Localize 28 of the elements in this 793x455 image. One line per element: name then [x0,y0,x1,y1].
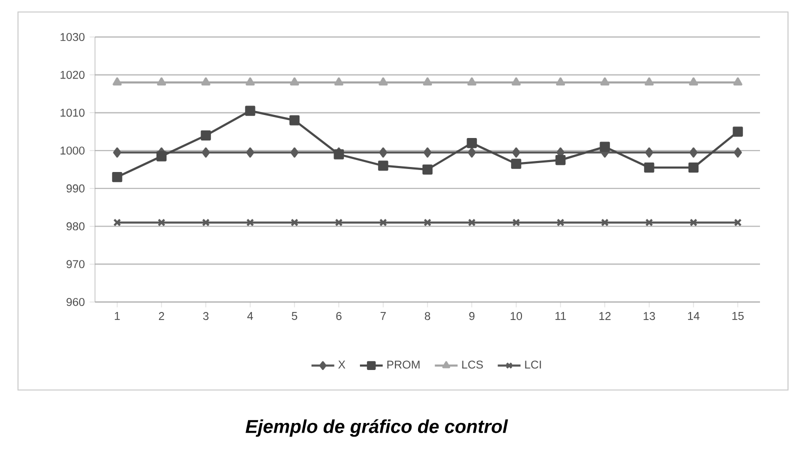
x-tick-label: 11 [555,312,566,320]
x-tick-label: 10 [510,312,522,320]
x-tick-label: 13 [644,312,655,320]
legend-label: PROM [387,360,420,369]
x-tick-label: 1 [114,312,120,320]
y-tick-label: 990 [66,184,85,192]
y-tick-label: 970 [66,260,85,268]
x-tick-label: 6 [336,312,342,320]
y-tick-label: 960 [66,298,85,306]
x-tick-label: 2 [158,312,164,320]
legend-label: X [338,360,346,368]
y-tick-label: 1010 [60,108,85,117]
x-tick-label: 4 [247,312,253,320]
legend-label: LCS [462,360,483,369]
y-tick-label: 980 [66,222,85,230]
x-tick-label: 9 [469,312,474,320]
x-tick-label: 12 [599,312,611,320]
y-tick-label: 1000 [60,146,85,155]
y-tick-label: 1020 [60,70,85,79]
x-tick-label: 15 [732,312,744,320]
x-tick-label: 3 [203,312,208,320]
y-tick-label: 1030 [60,33,85,42]
x-tick-label: 7 [380,312,386,320]
x-tick-label: 14 [688,312,700,320]
text: Ejemplo de gráfico de control [246,419,508,437]
x-tick-label: 8 [424,312,430,320]
legend-label: LCI [525,360,541,369]
x-tick-label: 5 [292,312,298,320]
